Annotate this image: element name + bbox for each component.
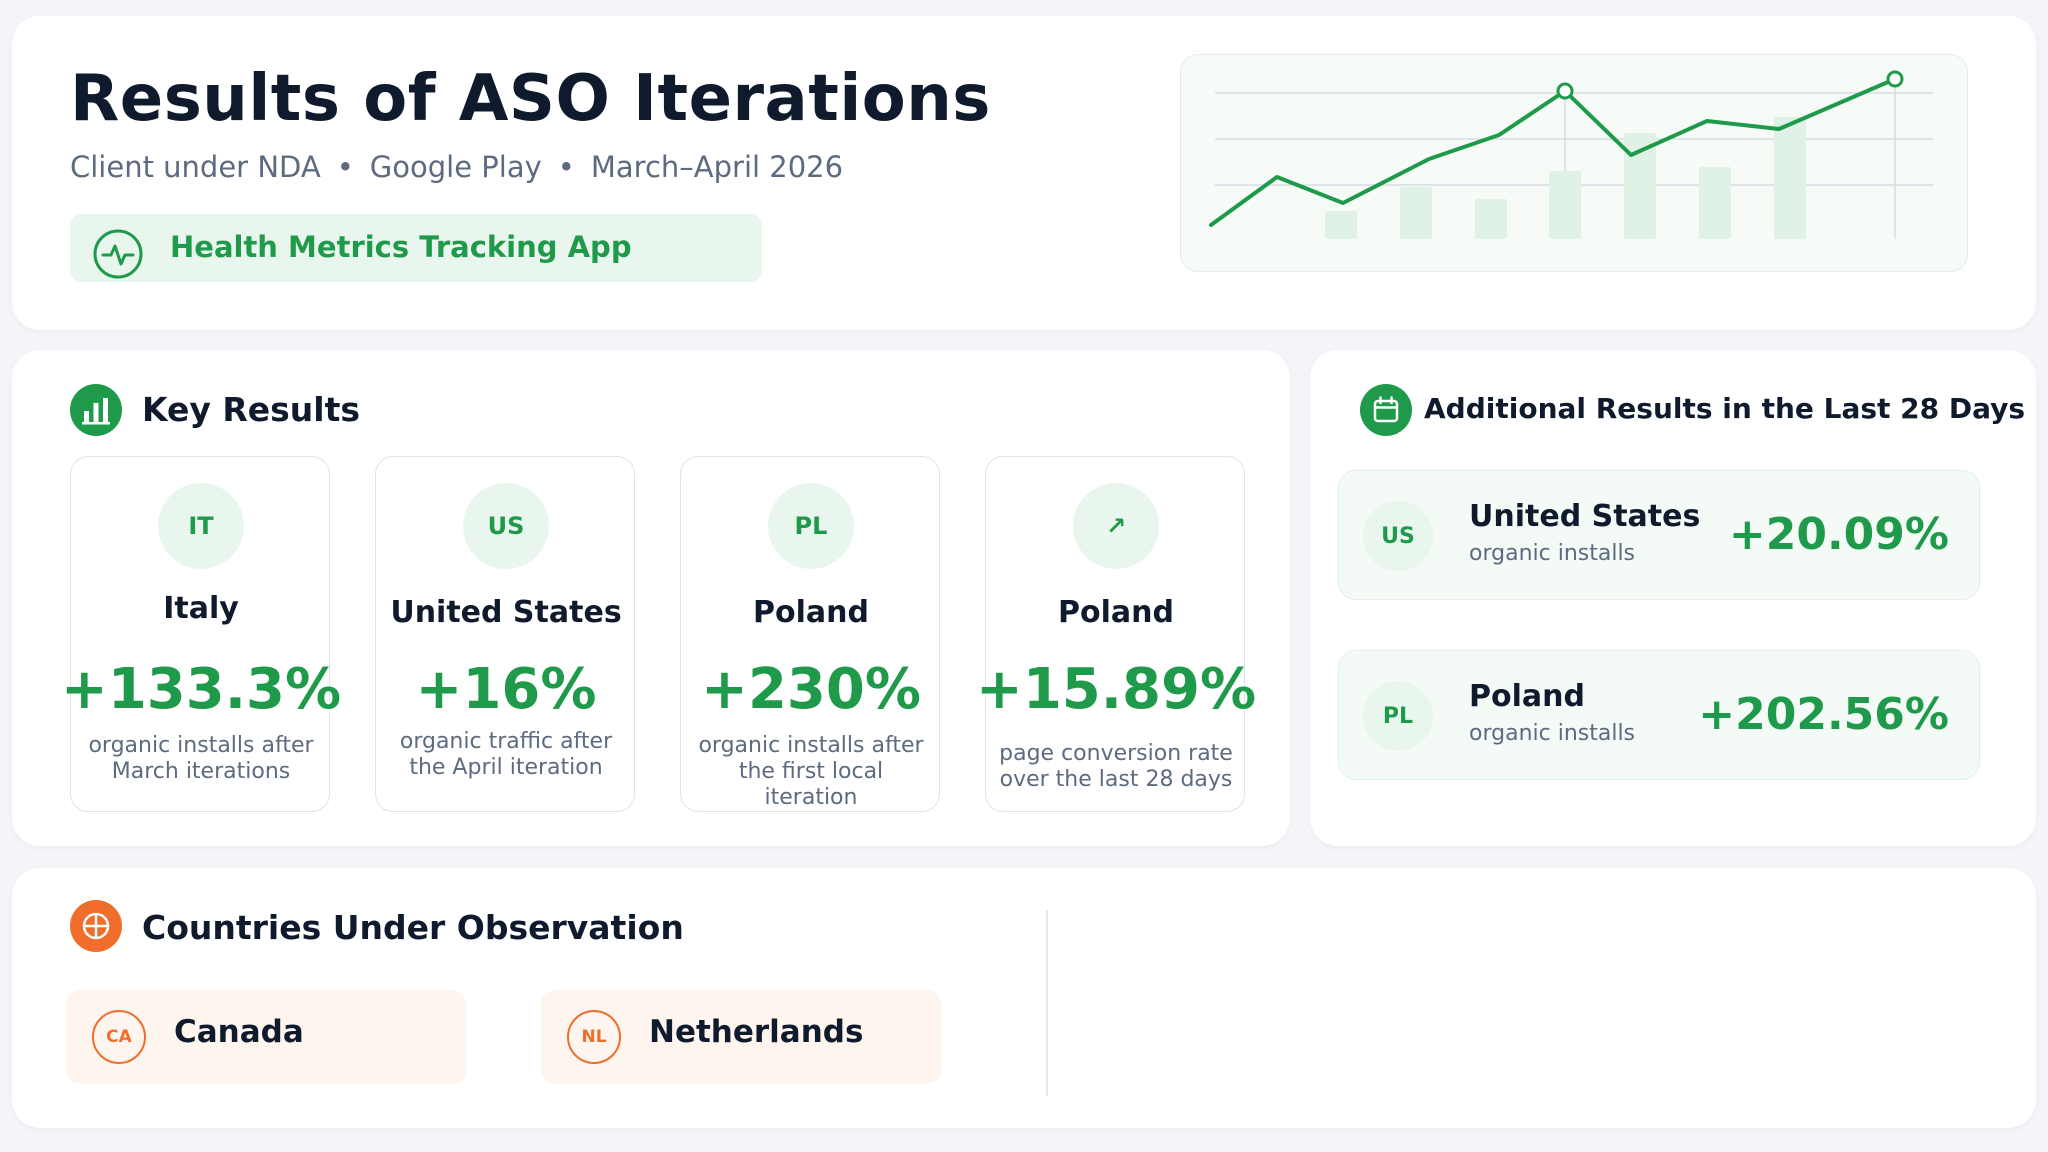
country-badge: US	[1363, 501, 1433, 571]
country-badge: NL	[567, 1010, 621, 1064]
trend-graphic	[1209, 70, 1933, 239]
key-result-card: PL Poland +230% organic installs after t…	[680, 456, 940, 812]
period-label: March–April 2026	[590, 150, 844, 184]
countries-observation-card: Countries Under Observation CA Canada NL…	[12, 868, 2036, 1128]
country-badge: PL	[768, 483, 854, 569]
observation-title: Countries Under Observation	[142, 908, 684, 947]
client-label: Client under NDA	[70, 150, 321, 184]
result-description: organic installs after March iterations	[88, 733, 314, 784]
pulse-icon	[93, 229, 143, 279]
result-value: +20.09%	[1728, 509, 1949, 560]
country-name: United States	[1469, 499, 1701, 534]
key-result-card: ↗ Poland +15.89% page conversion rate ov…	[976, 456, 1256, 812]
calendar-icon	[1360, 384, 1412, 436]
key-results-card: Key Results IT Italy +133.3% organic ins…	[12, 350, 1290, 846]
additional-result-row: US United States organic installs +20.09…	[1338, 470, 1980, 600]
country-badge: PL	[1363, 681, 1433, 751]
result-description: organic traffic after the April iteratio…	[399, 729, 613, 780]
metric-label: organic installs	[1469, 541, 1636, 566]
key-result-card: US United States +16% organic traffic af…	[375, 456, 635, 812]
result-description: organic installs after the first local i…	[698, 733, 924, 810]
trend-arrow-icon: ↗	[1073, 483, 1159, 569]
result-value: +133.3%	[60, 657, 342, 722]
result-description: page conversion rate over the last 28 da…	[999, 741, 1233, 792]
result-value: +15.89%	[975, 657, 1257, 722]
app-name-badge: Health Metrics Tracking App	[70, 214, 762, 282]
bar-chart-icon	[70, 384, 122, 436]
result-value: +230%	[701, 657, 921, 722]
key-results-title: Key Results	[142, 390, 361, 429]
key-result-card: IT Italy +133.3% organic installs after …	[61, 456, 341, 812]
page-title: Results of ASO Iterations	[70, 62, 991, 136]
separator-dot: •	[336, 150, 354, 184]
additional-result-row: PL Poland organic installs +202.56%	[1338, 650, 1980, 780]
country-name: Poland	[753, 595, 869, 630]
country-name: United States	[390, 595, 622, 630]
page-subtitle: Client under NDA • Google Play • March–April…	[70, 150, 843, 184]
app-name: Health Metrics Tracking App	[170, 230, 632, 264]
country-badge: US	[463, 483, 549, 569]
country-name: Netherlands	[649, 1014, 864, 1050]
country-name: Canada	[174, 1014, 304, 1050]
section-divider	[1046, 910, 1048, 1096]
additional-results-card: Additional Results in the Last 28 Days U…	[1310, 350, 2036, 846]
country-name: Poland	[1469, 679, 1585, 714]
store-label: Google Play	[369, 150, 542, 184]
header-card: Results of ASO Iterations Client under N…	[12, 16, 2036, 330]
country-badge: IT	[158, 483, 244, 569]
country-chip: CA Canada	[66, 990, 466, 1084]
result-value: +16%	[415, 657, 597, 722]
result-value: +202.56%	[1698, 689, 1949, 740]
globe-icon	[70, 900, 122, 952]
country-name: Poland	[1058, 595, 1174, 630]
country-badge: CA	[92, 1010, 146, 1064]
country-name: Italy	[163, 591, 239, 626]
decorative-trend-chart	[1180, 54, 1968, 272]
additional-results-title: Additional Results in the Last 28 Days	[1424, 392, 2026, 425]
separator-dot: •	[557, 150, 575, 184]
country-chip: NL Netherlands	[541, 990, 941, 1084]
metric-label: organic installs	[1469, 721, 1636, 746]
